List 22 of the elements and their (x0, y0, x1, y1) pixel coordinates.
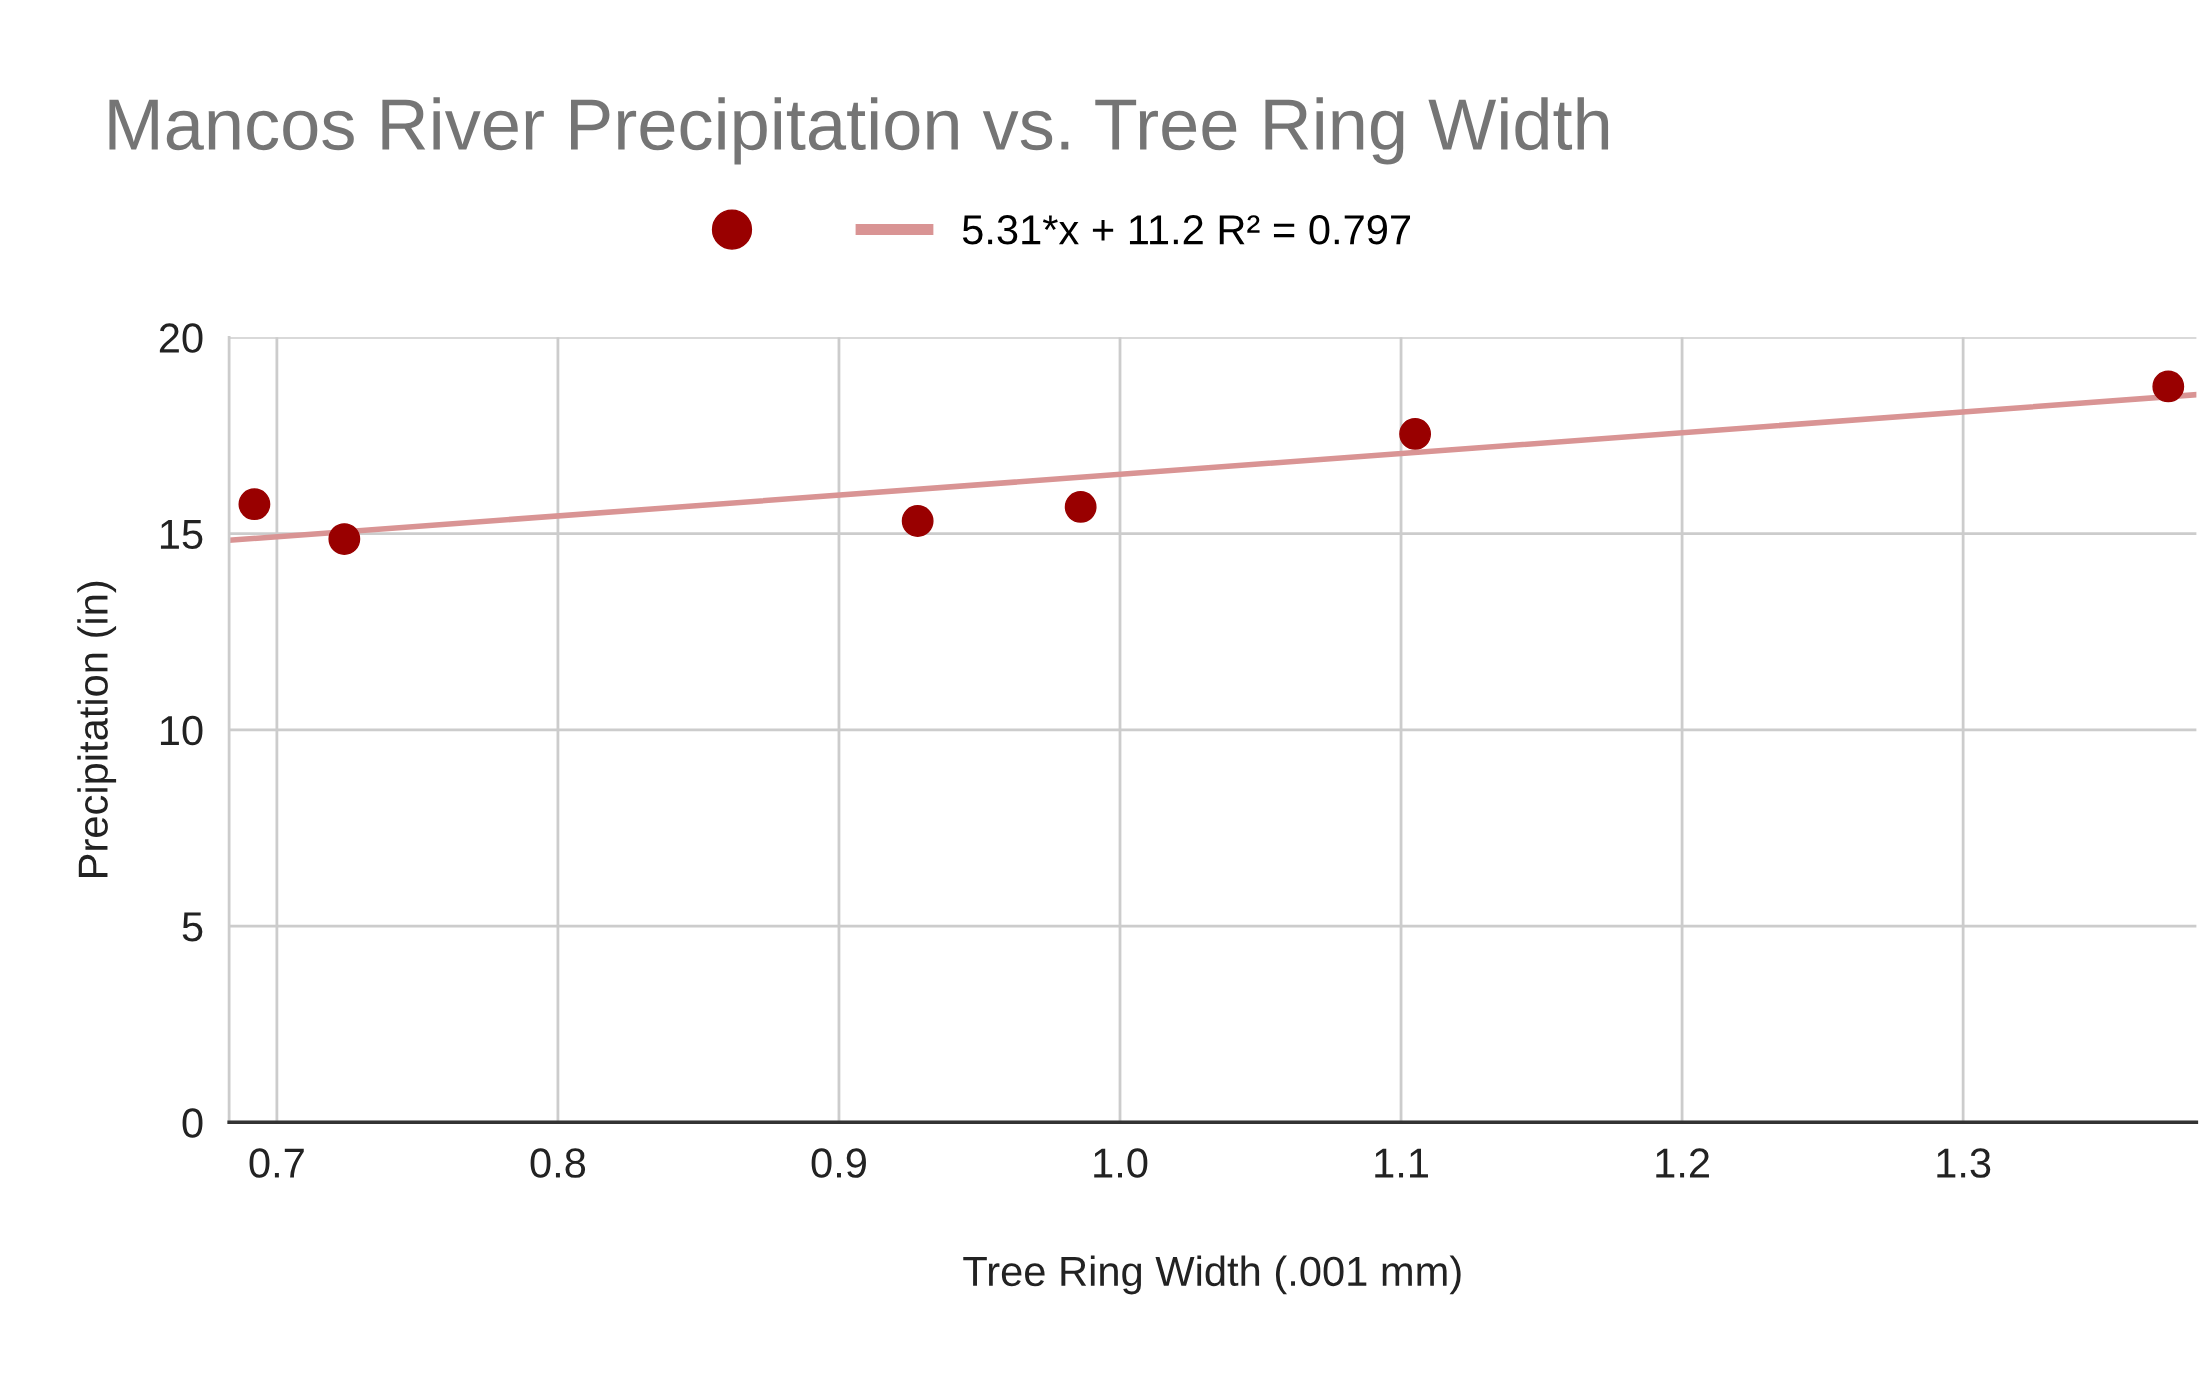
x-tick-label: 1.2 (1656, 1148, 1709, 1178)
point (328, 523, 361, 555)
x-axis-title: Tree Ring Width (.001 mm) (963, 1255, 1461, 1295)
y-tick-label: 10 (160, 715, 203, 746)
point (1399, 417, 1432, 450)
point (2152, 370, 2185, 403)
y-axis-title: Precipitation (in) (77, 581, 117, 877)
x-tick-label: 1.1 (1375, 1148, 1428, 1178)
x-tick-label: 1.0 (1094, 1148, 1148, 1178)
point (901, 505, 934, 537)
x-tick-label: 0.8 (530, 1148, 586, 1178)
y-tick-label: 0 (182, 1108, 203, 1138)
x-tick-label: 0.9 (811, 1148, 866, 1178)
y-tick-label: 5 (182, 912, 203, 942)
y-tick-label: 20 (159, 323, 203, 353)
y-tick-label: 15 (160, 520, 203, 550)
chart-title: Mancos River Precipitation vs. Tree Ring Width (109, 97, 1609, 165)
x-tick-label: 0.7 (249, 1148, 304, 1178)
point (1064, 490, 1097, 523)
point (238, 488, 271, 521)
legend-label: 5.31*x + 11.2 R² = 0.797 (962, 215, 1411, 245)
x-tick-label: 1.3 (1937, 1148, 1991, 1178)
